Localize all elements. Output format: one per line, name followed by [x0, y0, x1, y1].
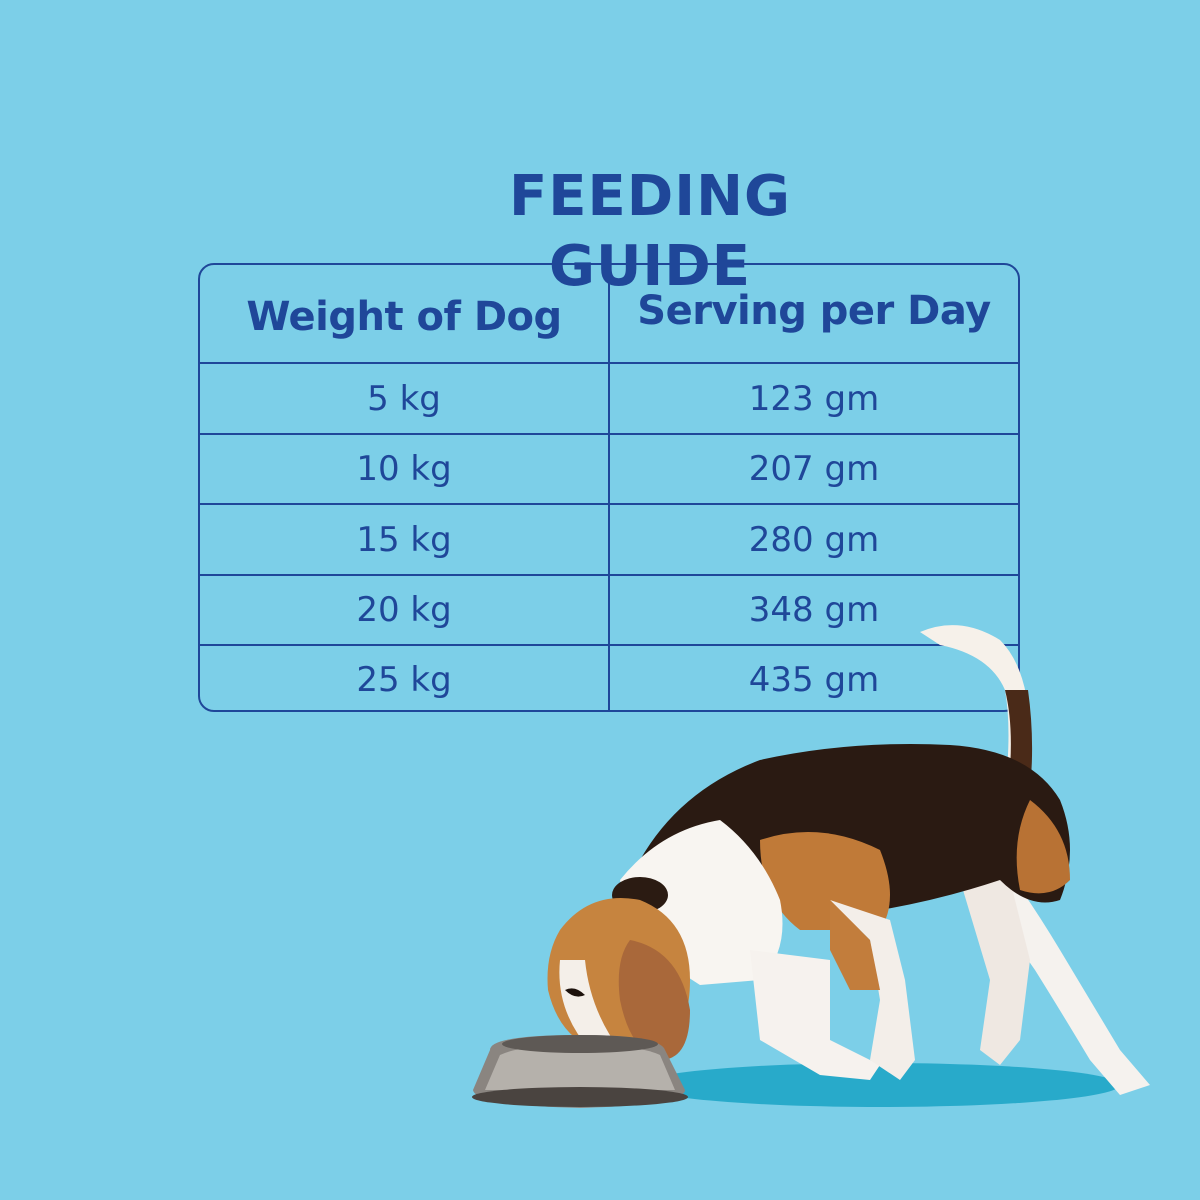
serving-cell: 280 gm [748, 519, 880, 560]
page-title: FEEDING GUIDE [509, 164, 791, 299]
feeding-table: Weight of Dog Serving per Day 5 kg 123 g… [198, 263, 1020, 712]
weight-cell: 20 kg [200, 576, 610, 644]
serving-cell: 207 gm [748, 449, 880, 489]
serving-cell: 435 gm [748, 660, 880, 700]
weight-cell: 25 kg [200, 646, 610, 710]
table-header-row: Weight of Dog Serving per Day [200, 265, 1018, 362]
header-serving: Serving per Day [637, 287, 991, 334]
serving-cell: 123 gm [748, 378, 880, 419]
table-row: 20 kg 348 gm [200, 574, 1018, 644]
header-weight: Weight of Dog [200, 265, 610, 362]
serving-cell: 348 gm [748, 590, 880, 630]
table-row: 15 kg 280 gm [200, 503, 1018, 574]
weight-cell: 5 kg [200, 364, 610, 433]
weight-cell: 15 kg [200, 505, 610, 574]
beagle-eating-illustration [472, 625, 1150, 1108]
table-row: 25 kg 435 gm [200, 644, 1018, 710]
table-row: 10 kg 207 gm [200, 433, 1018, 503]
table-row: 5 kg 123 gm [200, 362, 1018, 433]
weight-cell: 10 kg [200, 435, 610, 503]
